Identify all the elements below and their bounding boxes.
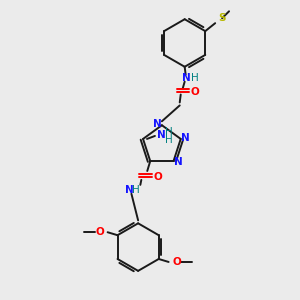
Text: S: S bbox=[218, 13, 226, 23]
Text: N: N bbox=[153, 119, 161, 129]
Text: N: N bbox=[174, 157, 183, 167]
Text: N: N bbox=[181, 133, 190, 143]
Text: O: O bbox=[95, 227, 104, 237]
Text: N: N bbox=[182, 73, 191, 83]
Text: N: N bbox=[157, 130, 165, 140]
Text: N: N bbox=[125, 185, 134, 195]
Text: O: O bbox=[190, 86, 199, 97]
Text: O: O bbox=[154, 172, 163, 182]
Text: O: O bbox=[172, 257, 181, 267]
Text: H: H bbox=[191, 73, 199, 83]
Text: H: H bbox=[165, 135, 173, 145]
Text: H: H bbox=[133, 185, 140, 195]
Text: H: H bbox=[165, 127, 173, 137]
